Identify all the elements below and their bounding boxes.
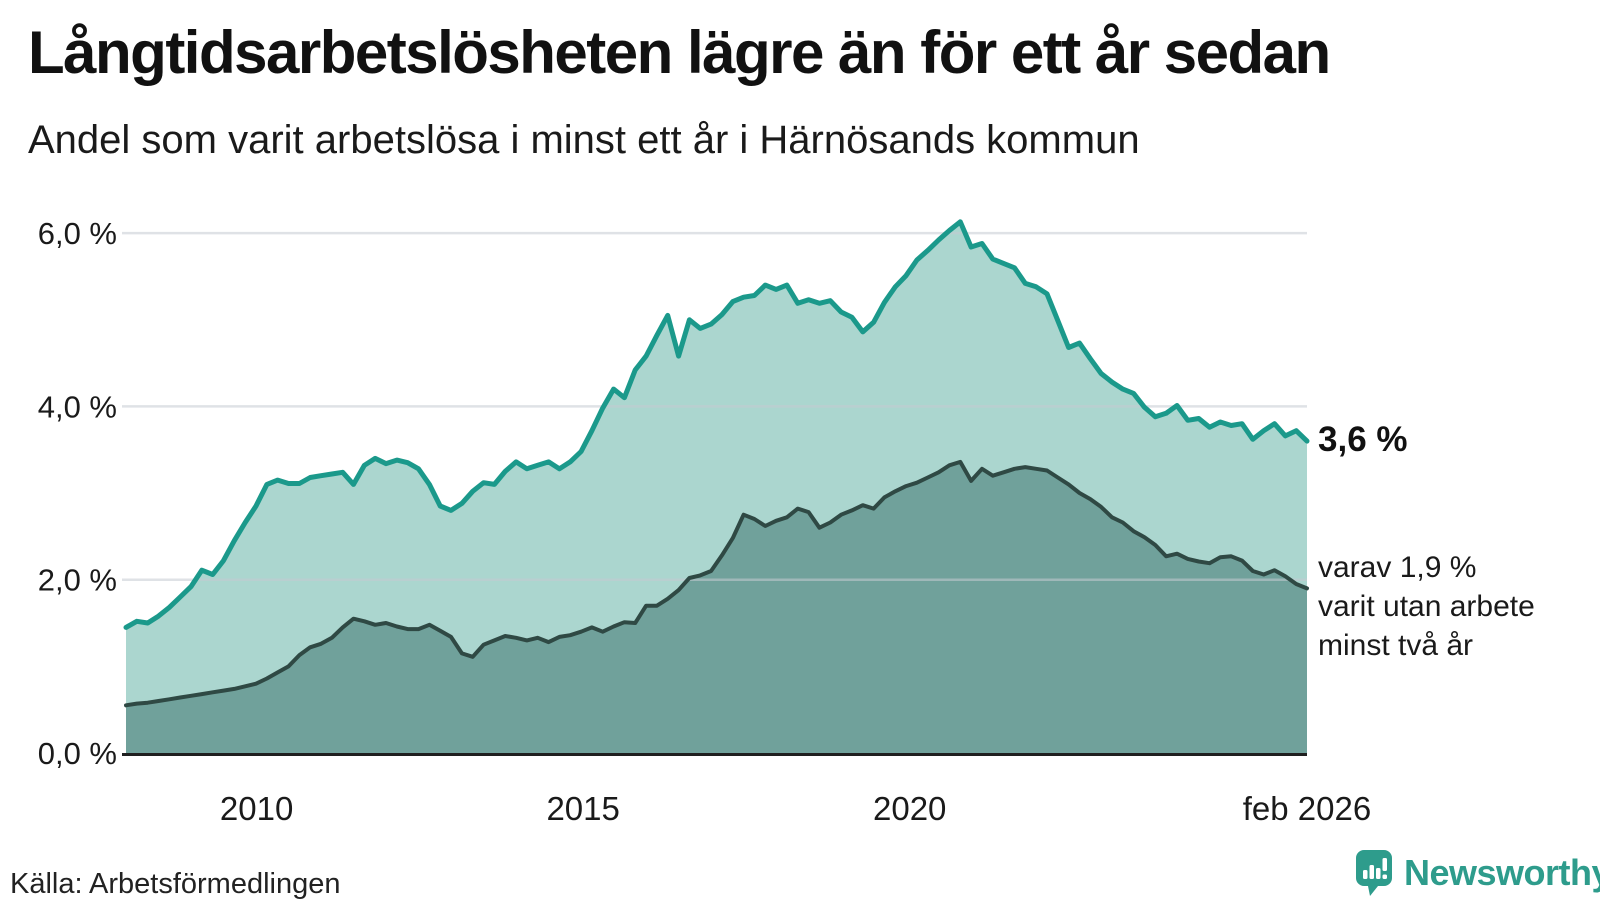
newsworthy-logo: Newsworthy [1356, 850, 1600, 896]
newsworthy-logo-text: Newsworthy [1404, 852, 1600, 893]
chart-series-lines [123, 219, 1310, 708]
series2-end-value-line2: varit utan arbete [1318, 590, 1535, 623]
x-axis-tick-label: feb 2026 [1243, 790, 1371, 827]
chart-subtitle: Andel som varit arbetslösa i minst ett å… [28, 118, 1140, 162]
chart-gridlines [122, 231, 1307, 581]
chart-area-fills [126, 221, 1307, 754]
y-axis-tick-label: 4,0 % [38, 389, 117, 424]
series2-end-value-line1: varav 1,9 % [1318, 551, 1477, 584]
chart-title: Långtidsarbetslösheten lägre än för ett … [28, 19, 1331, 86]
source-attribution: Källa: Arbetsförmedlingen [10, 868, 341, 900]
series2-end-value-line3: minst två år [1318, 629, 1474, 662]
series2-end-value-label: varav 1,9 % varit utan arbete minst två … [1318, 548, 1598, 665]
y-axis-tick-label: 2,0 % [38, 563, 117, 598]
y-axis-tick-label: 0,0 % [38, 736, 117, 771]
series1-end-value-label: 3,6 % [1318, 420, 1408, 459]
x-axis-tick-label: 2020 [873, 790, 946, 827]
x-axis-tick-label: 2010 [220, 790, 293, 827]
x-axis-tick-label: 2015 [546, 790, 619, 827]
chart-axes: 0,0 % 2,0 % 4,0 % 6,0 % 2010 2015 2020 feb 2026 [38, 216, 1372, 827]
y-axis-tick-label: 6,0 % [38, 216, 117, 251]
speech-bubble-bar-chart-icon [1356, 850, 1392, 896]
